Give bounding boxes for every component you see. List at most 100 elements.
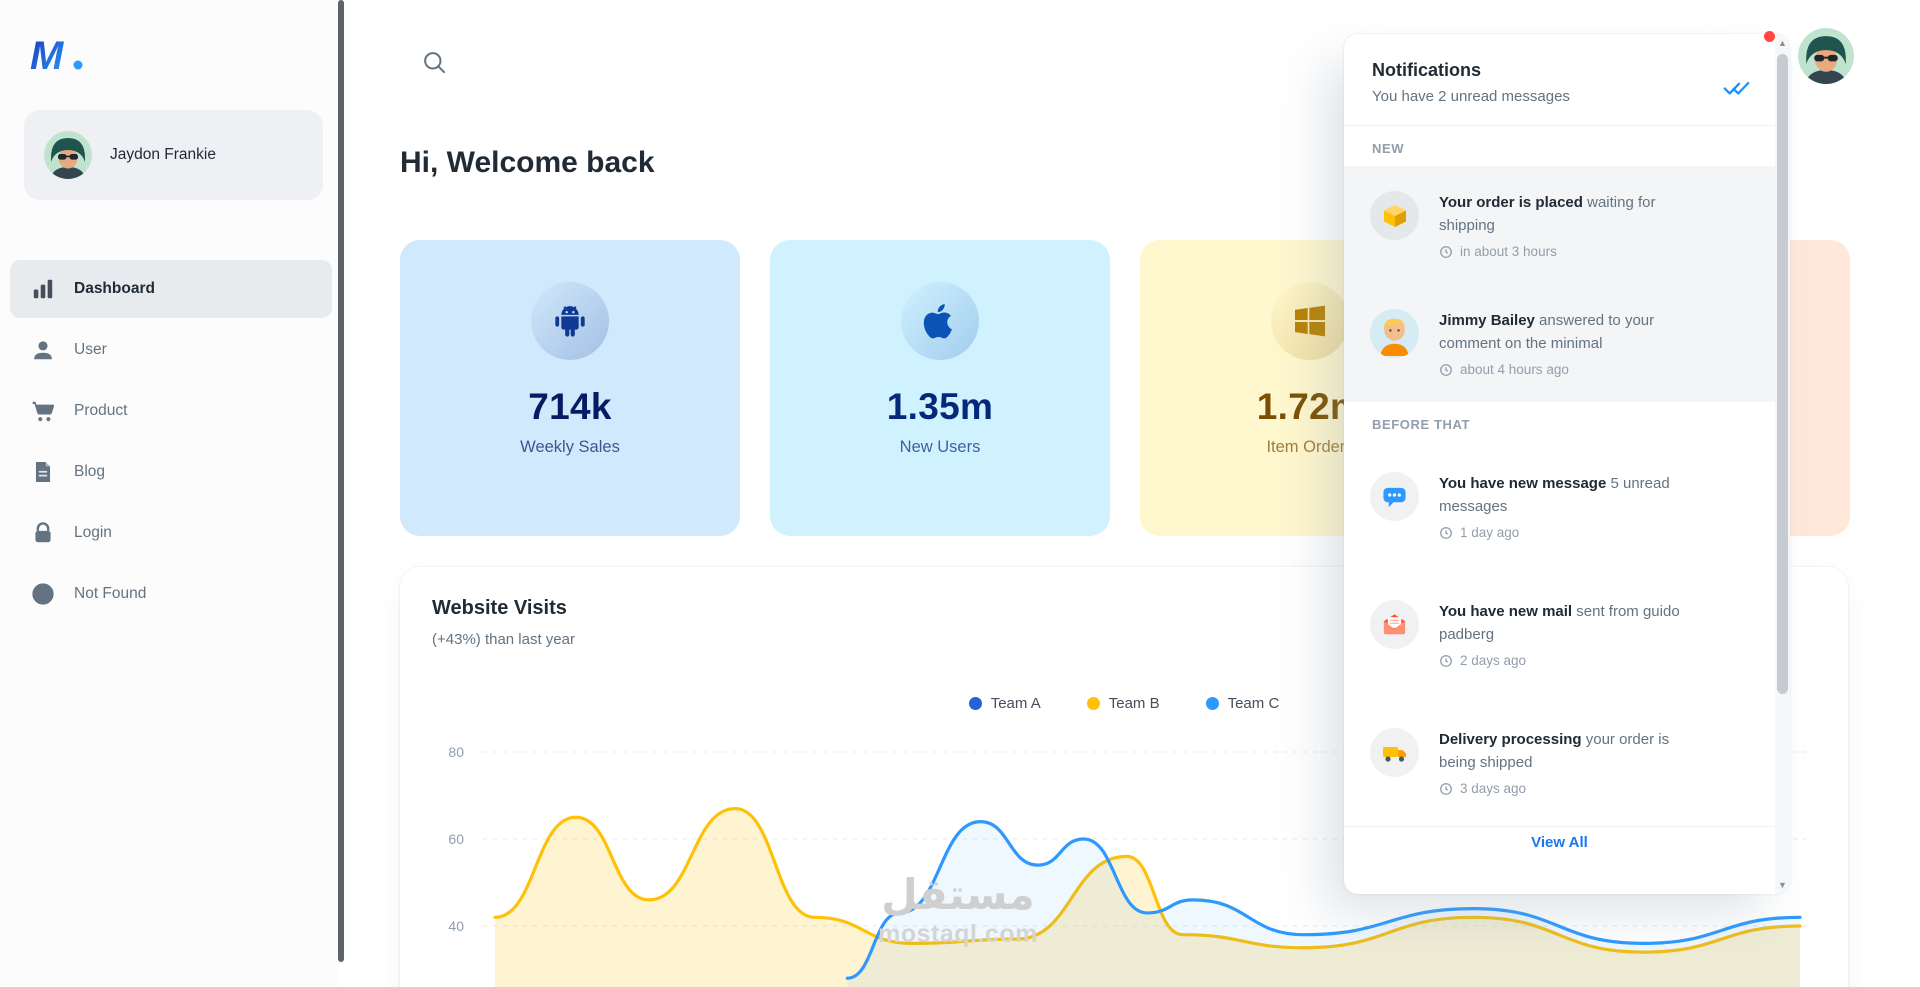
account-avatar (44, 131, 92, 179)
section-label-before-that: BEFORE THAT (1372, 417, 1471, 432)
stat-label: Item Orders (1266, 438, 1354, 456)
sidebar-item-label: Dashboard (74, 280, 155, 297)
brand-logo[interactable]: M (28, 32, 88, 82)
blog-icon (30, 459, 56, 485)
svg-text:60: 60 (448, 831, 464, 847)
notification-time: 2 days ago (1460, 653, 1527, 668)
ban-icon (30, 581, 56, 607)
notification-title: Delivery processing (1439, 731, 1582, 748)
apple-icon (901, 282, 979, 360)
legend-team-c[interactable]: Team C (1205, 695, 1280, 712)
user-icon (30, 337, 56, 363)
page-title: Hi, Welcome back (400, 146, 655, 179)
sidebar-nav: Dashboard User Product Blog (0, 260, 338, 626)
sidebar-item-not-found[interactable]: Not Found (10, 565, 332, 623)
scrollbar-thumb[interactable] (1777, 54, 1788, 694)
search-icon (423, 51, 445, 73)
notification-item-order-placed[interactable]: Your order is placed waiting for shippin… (1344, 166, 1775, 284)
sidebar-item-login[interactable]: Login (10, 504, 332, 562)
package-icon (1370, 191, 1419, 240)
divider (1344, 826, 1775, 827)
stat-card-new-users: 1.35m New Users (770, 240, 1110, 536)
notification-item-new-message[interactable]: You have new message 5 unread messages 1… (1344, 442, 1775, 570)
legend-dot-icon (968, 697, 982, 710)
android-icon (531, 282, 609, 360)
notification-text: answered to your comment on the minimal (1439, 312, 1655, 352)
sidebar-scrollbar[interactable] (338, 0, 344, 962)
section-label-new: NEW (1372, 141, 1405, 156)
clock-icon (1440, 782, 1452, 795)
notification-text: 5 unread messages (1439, 475, 1670, 515)
notification-title: You have new message (1439, 475, 1607, 492)
clock-icon (1440, 654, 1452, 667)
notification-badge (1764, 31, 1775, 42)
scroll-up-arrow[interactable]: ▲ (1778, 38, 1787, 48)
chart-title: Website Visits (432, 597, 567, 619)
sidebar-item-product[interactable]: Product (10, 382, 332, 440)
legend-label: Team B (1108, 695, 1160, 712)
chart-subtitle: (+43%) than last year (432, 631, 575, 648)
notification-item-jimmy-bailey[interactable]: Jimmy Bailey answered to your comment on… (1344, 284, 1775, 402)
notification-time: in about 3 hours (1460, 244, 1557, 259)
notification-time: about 4 hours ago (1460, 362, 1569, 377)
account-name: Jaydon Frankie (110, 146, 216, 163)
sidebar-item-label: User (74, 341, 107, 358)
visits-chart: 80 60 40 (448, 744, 1808, 987)
mark-all-read-button[interactable] (1715, 66, 1757, 108)
sidebar-item-user[interactable]: User (10, 321, 332, 379)
notifications-subtitle: You have 2 unread messages (1372, 88, 1570, 105)
notification-title: Jimmy Bailey (1439, 312, 1535, 329)
cart-icon (30, 398, 56, 424)
sidebar-item-label: Login (74, 524, 112, 541)
legend-label: Team C (1227, 695, 1280, 712)
notifications-scrollbar: ▲ ▼ (1775, 34, 1790, 894)
account-avatar-icon (1798, 28, 1854, 84)
windows-icon (1271, 282, 1349, 360)
notification-text: waiting for shipping (1439, 194, 1656, 234)
legend-team-b[interactable]: Team B (1086, 695, 1160, 712)
chart-legend: Team A Team B Team C (400, 695, 1848, 712)
search-button[interactable] (412, 40, 456, 84)
notification-time: 1 day ago (1460, 525, 1520, 540)
logo-m-icon: M (30, 34, 83, 78)
clock-icon (1440, 526, 1452, 539)
lock-icon (30, 520, 56, 546)
clock-icon (1440, 363, 1452, 376)
legend-label: Team A (990, 695, 1041, 712)
sidebar-item-blog[interactable]: Blog (10, 443, 332, 501)
legend-dot-icon (1205, 697, 1219, 710)
account-card[interactable]: Jaydon Frankie (24, 110, 323, 200)
notification-item-new-mail[interactable]: You have new mail sent from guido padber… (1344, 570, 1775, 698)
stat-label: New Users (899, 438, 981, 456)
legend-dot-icon (1086, 697, 1100, 710)
divider (1344, 125, 1775, 126)
sidebar-item-label: Product (74, 402, 128, 419)
account-avatar-button[interactable] (1798, 28, 1854, 84)
sidebar-item-label: Blog (74, 463, 106, 480)
mail-icon (1370, 600, 1419, 649)
avatar-jimmy (1370, 309, 1419, 358)
sidebar: M Jaydon Frankie (0, 0, 338, 987)
notifications-popover: Notifications You have 2 unread messages… (1344, 34, 1790, 894)
notification-text: sent from guido padberg (1439, 603, 1680, 643)
sidebar-item-dashboard[interactable]: Dashboard (10, 260, 332, 318)
clock-icon (1440, 245, 1452, 258)
notification-time: 3 days ago (1460, 781, 1527, 796)
stat-label: Weekly Sales (520, 438, 620, 456)
notification-title: Your order is placed (1439, 194, 1583, 211)
chat-icon (1370, 472, 1419, 521)
sidebar-item-label: Not Found (74, 585, 147, 602)
scroll-down-arrow[interactable]: ▼ (1778, 880, 1787, 890)
notification-text: your order is being shipped (1439, 731, 1670, 771)
stat-value: 1.35m (886, 386, 994, 427)
view-all-button[interactable]: View All (1531, 834, 1588, 851)
svg-text:40: 40 (448, 918, 464, 934)
legend-team-a[interactable]: Team A (968, 695, 1041, 712)
stat-card-weekly-sales: 714k Weekly Sales (400, 240, 740, 536)
notifications-header: Notifications You have 2 unread messages (1344, 34, 1775, 125)
svg-text:M: M (30, 34, 65, 78)
notification-item-delivery-processing[interactable]: Delivery processing your order is being … (1344, 698, 1775, 826)
shipping-icon (1370, 728, 1419, 777)
notification-title: You have new mail (1439, 603, 1573, 620)
